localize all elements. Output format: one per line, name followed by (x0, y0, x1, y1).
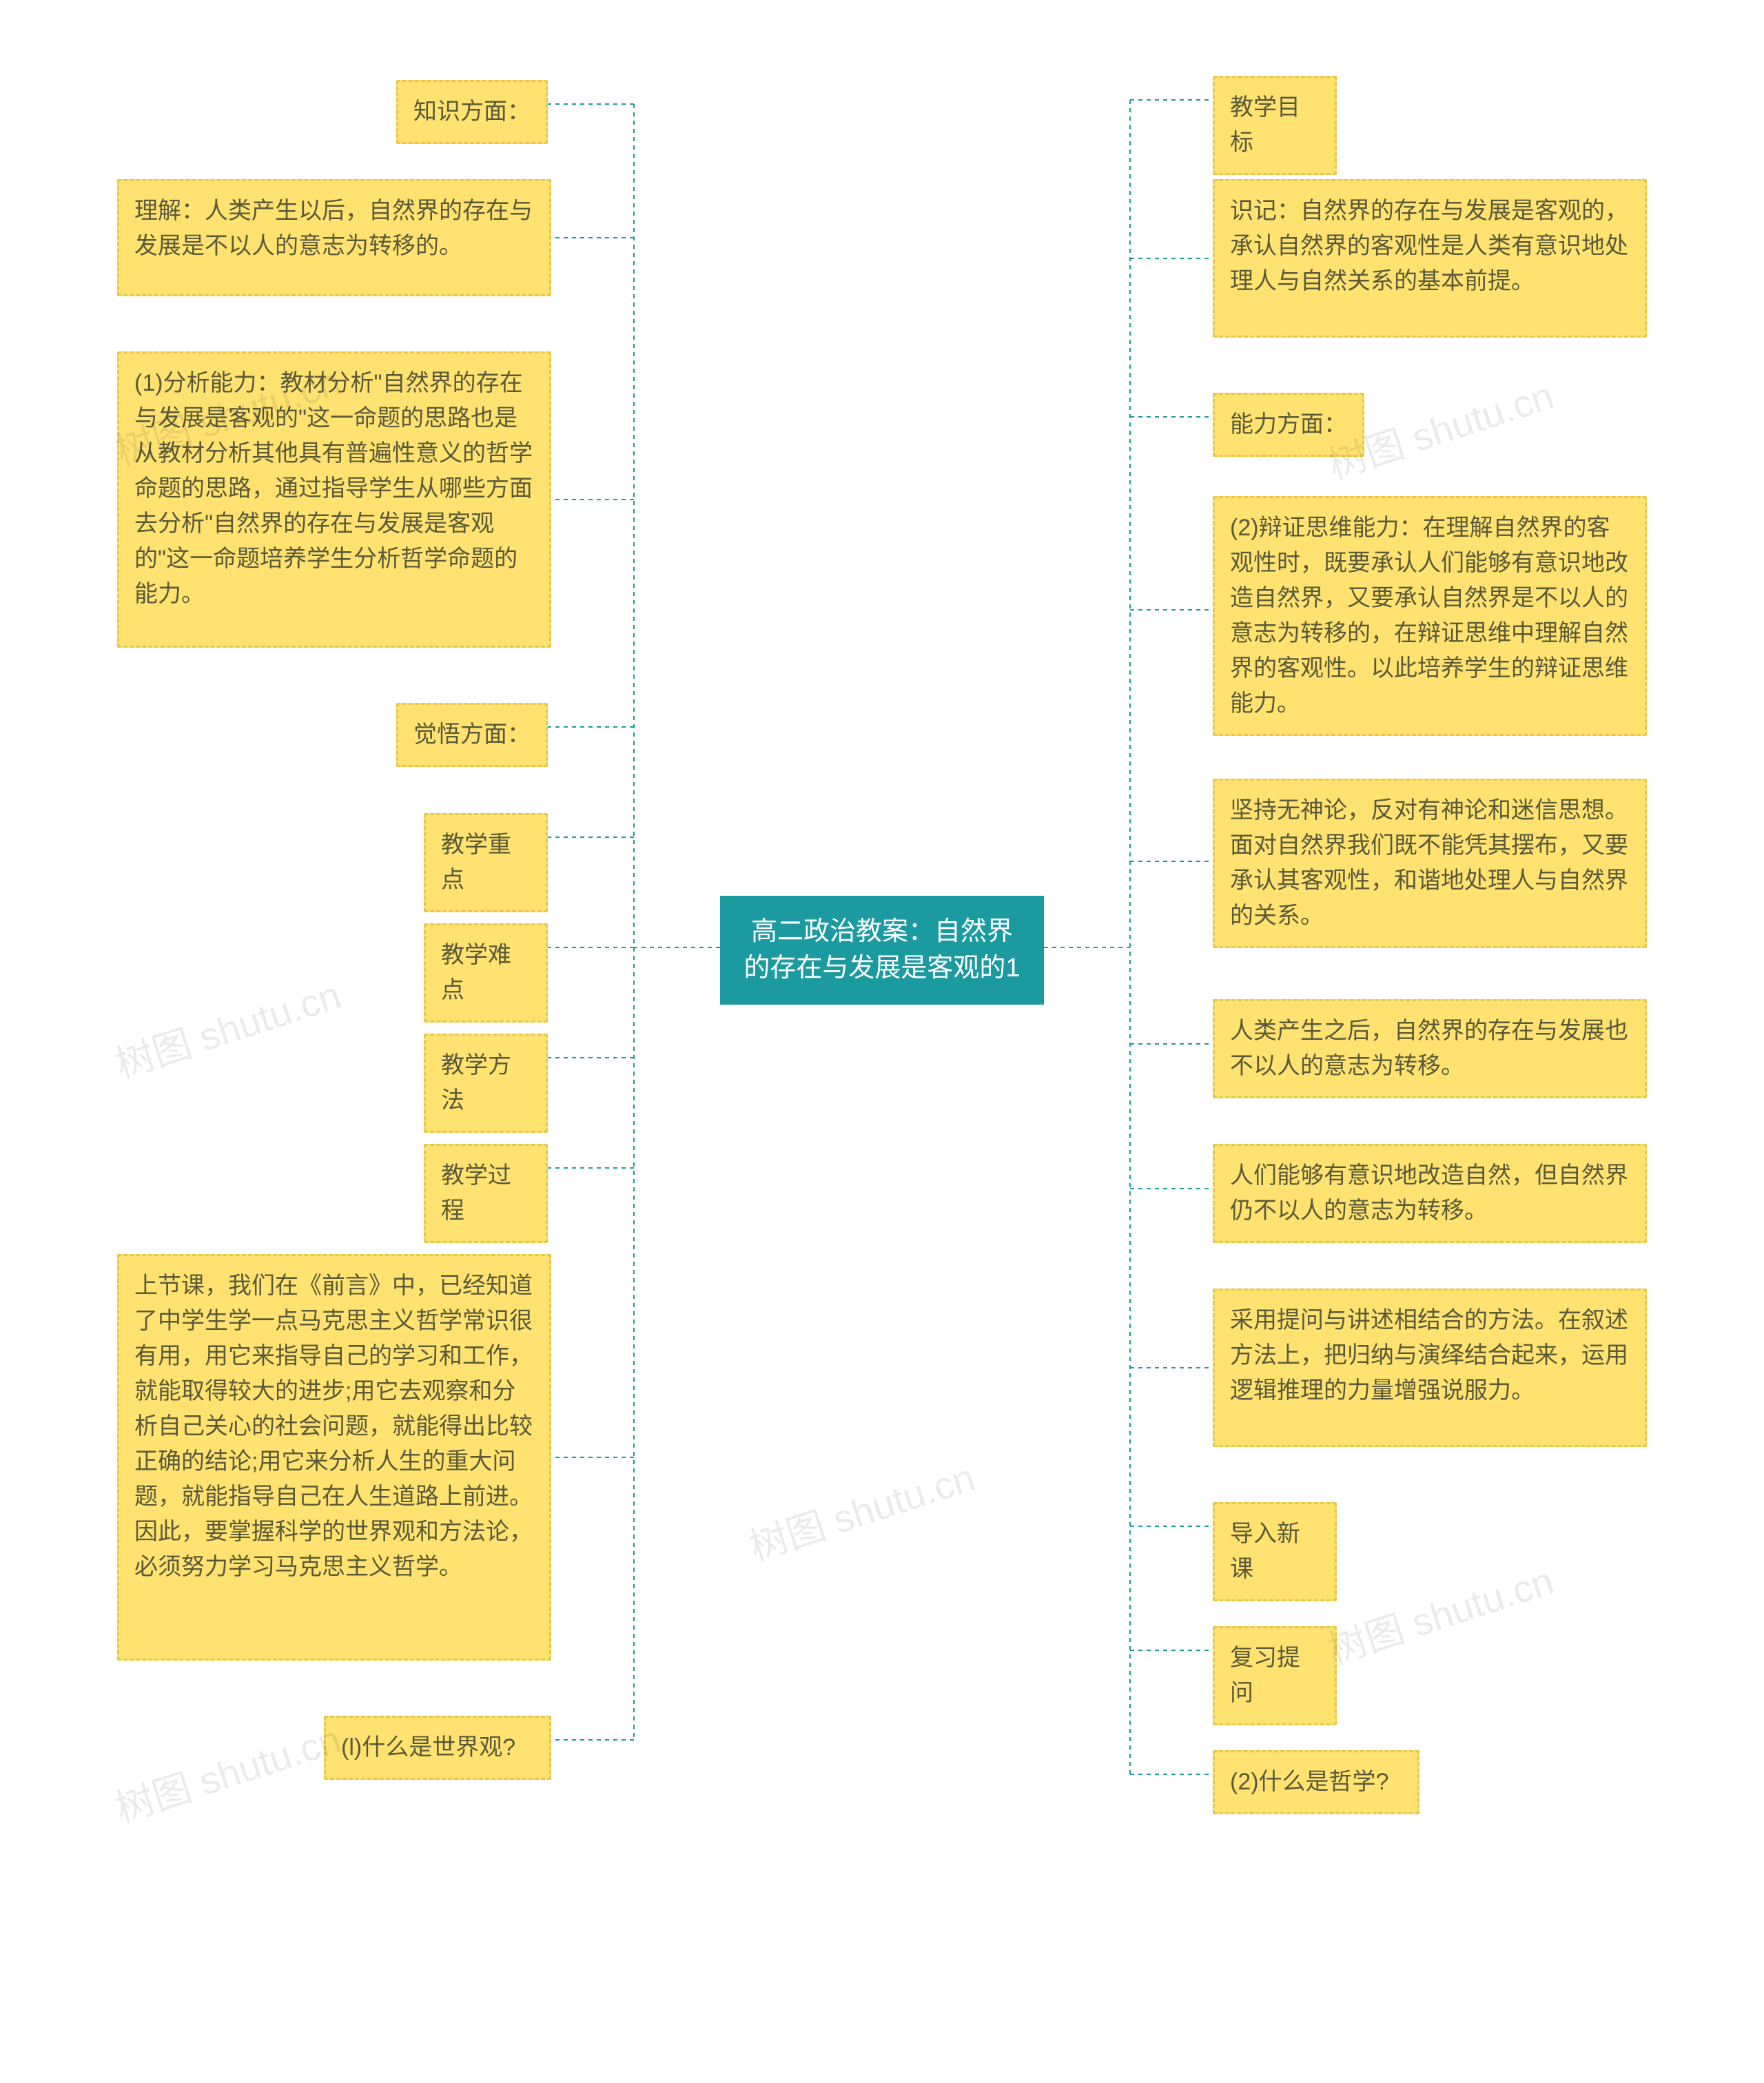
watermark: 树图 shutu.cn (741, 1447, 981, 1572)
node-method-desc: 采用提问与讲述相结合的方法。在叙述方法上，把归纳与演绎结合起来，运用逻辑推理的力… (1213, 1289, 1647, 1447)
node-understand: 理解：人类产生以后，自然界的存在与发展是不以人的意志为转移的。 (117, 179, 551, 296)
node-previous-lesson: 上节课，我们在《前言》中，已经知道了中学生学一点马克思主义哲学常识很有用，用它来… (117, 1254, 551, 1661)
node-difficulty: 教学难点 (424, 923, 548, 1023)
node-teaching-goal: 教学目标 (1213, 76, 1337, 175)
center-node: 高二政治教案：自然界的存在与发展是客观的1 (720, 896, 1044, 1005)
node-review-question: 复习提问 (1213, 1626, 1337, 1725)
node-key-point: 教学重点 (424, 813, 548, 912)
watermark: 树图 shutu.cn (107, 1709, 347, 1834)
node-process: 教学过程 (424, 1144, 548, 1243)
node-q2-philosophy: (2)什么是哲学? (1213, 1750, 1419, 1814)
watermark: 树图 shutu.cn (1320, 1550, 1560, 1676)
node-atheism: 坚持无神论，反对有神论和迷信思想。面对自然界我们既不能凭其摆布，又要承认其客观性… (1213, 779, 1647, 948)
node-ability-aspect: 能力方面： (1213, 393, 1364, 457)
node-analysis-ability: (1)分析能力：教材分析"自然界的存在与发展是客观的"这一命题的思路也是从教材分… (117, 351, 551, 648)
watermark: 树图 shutu.cn (107, 965, 347, 1090)
node-memorize: 识记：自然界的存在与发展是客观的，承认自然界的客观性是人类有意识地处理人与自然关… (1213, 179, 1647, 338)
node-q1-worldview: (l)什么是世界观? (324, 1716, 551, 1780)
node-transform-nature: 人们能够有意识地改造自然，但自然界仍不以人的意志为转移。 (1213, 1144, 1647, 1243)
node-method: 教学方法 (424, 1034, 548, 1133)
node-awareness-aspect: 觉悟方面： (396, 703, 548, 767)
node-knowledge-aspect: 知识方面： (396, 80, 548, 144)
node-intro-lesson: 导入新课 (1213, 1502, 1337, 1601)
node-after-human: 人类产生之后，自然界的存在与发展也不以人的意志为转移。 (1213, 999, 1647, 1098)
node-dialectic-ability: (2)辩证思维能力：在理解自然界的客观性时，既要承认人们能够有意识地改造自然界，… (1213, 496, 1647, 736)
